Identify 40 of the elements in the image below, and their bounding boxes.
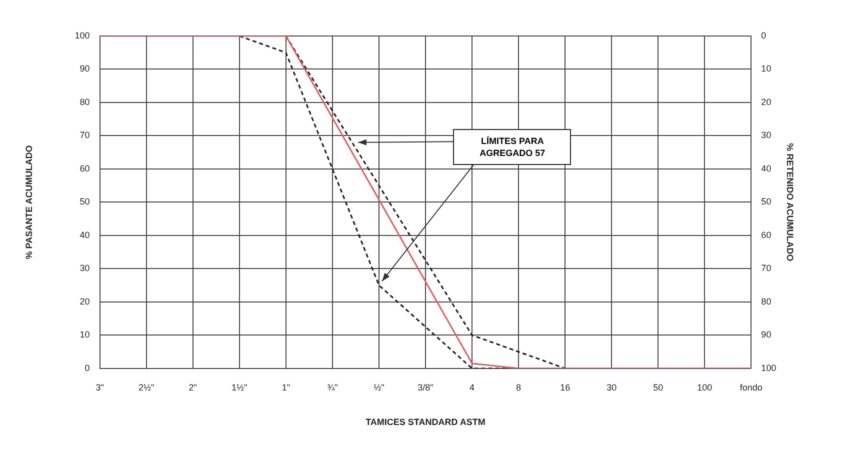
x-tick-label: ¾" [327,382,338,392]
x-tick-label: 4 [470,382,475,392]
y-tick-label: 20 [80,296,90,306]
x-tick-label: 1" [282,382,290,392]
x-tick-label: 2" [188,382,197,392]
y2-tick-label: 10 [761,64,772,74]
y-tick-label: 100 [74,30,90,40]
x-tick-label: 3" [96,382,104,392]
x-axis-title: TAMICES STANDARD ASTM [366,417,486,428]
y2-axis-title: % RETENIDO ACUMULADO [785,143,796,262]
y-tick-label: 80 [80,96,90,107]
y2-tick-label: 30 [761,130,772,140]
y2-tick-label: 50 [761,196,772,207]
x-tick-label: 50 [653,382,664,392]
y2-tick-label: 80 [761,296,772,306]
x-tick-label: fondo [740,382,762,392]
x-tick-label: 8 [516,382,522,392]
y-tick-label: 50 [80,196,90,207]
y2-tick-label: 0 [761,30,766,40]
y-tick-label: 90 [80,64,90,74]
x-tick-label: 1½" [232,382,248,392]
y2-tick-label: 20 [761,96,772,107]
x-tick-label: 3/8" [418,382,434,392]
y2-tick-label: 60 [761,230,772,240]
y2-tick-label: 90 [761,330,772,340]
y-tick-label: 40 [80,230,90,240]
y-tick-label: 70 [80,130,90,140]
y-axis-title: % PASANTE ACUMULADO [24,145,34,260]
y2-tick-label: 40 [761,163,772,174]
x-tick-label: ½" [374,382,384,392]
y2-tick-label: 100 [761,362,776,373]
y-tick-label: 30 [80,263,90,274]
x-tick-label: 30 [606,382,617,392]
x-tick-label: 2½" [138,382,154,392]
x-tick-label: 16 [560,382,570,392]
y2-tick-label: 70 [761,263,772,274]
y-tick-label: 0 [84,362,90,373]
y-tick-label: 60 [80,163,90,174]
y-tick-label: 10 [80,330,90,340]
x-tick-label: 100 [697,382,712,392]
